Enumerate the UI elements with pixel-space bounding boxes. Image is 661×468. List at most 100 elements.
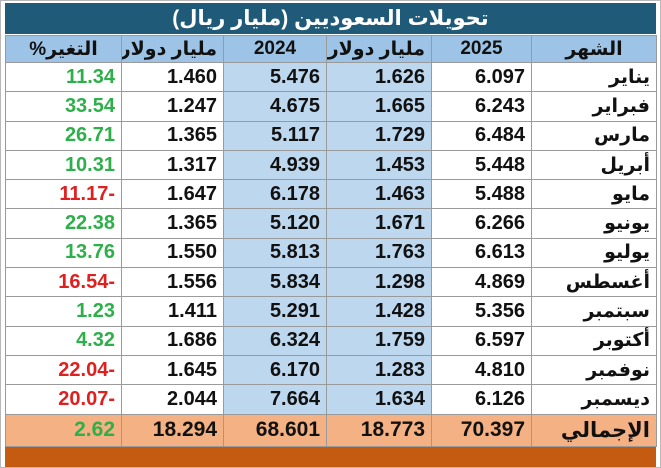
value-cell: 6.266 — [431, 208, 532, 239]
month-cell: فبراير — [531, 91, 657, 122]
value-cell: 1.365 — [121, 120, 224, 151]
value-cell: 5.813 — [223, 237, 327, 269]
column-header: 2025 — [431, 35, 532, 63]
change-cell: 1.23 — [5, 296, 122, 327]
data-row: سبتمبر 5.356 1.428 5.291 1.411 1.23 — [5, 296, 657, 327]
value-cell: 1.460 — [121, 61, 224, 93]
value-cell: 1.645 — [121, 354, 224, 386]
value-cell: 1.247 — [121, 91, 224, 122]
value-cell: 1.463 — [326, 179, 432, 210]
change-cell: 4.32 — [5, 325, 122, 356]
value-cell: 6.097 — [431, 61, 532, 93]
month-cell: يونيو — [531, 208, 657, 239]
table-body: يناير 6.097 1.626 5.476 1.460 11.34 فبراير 6.24… — [5, 61, 657, 447]
value-cell: 1.298 — [326, 267, 432, 298]
month-cell: مايو — [531, 179, 657, 210]
column-header: التغير% — [5, 35, 122, 63]
value-cell: 2.044 — [121, 384, 224, 415]
data-row: مايو 5.488 1.463 6.178 1.647 -11.17 — [5, 179, 657, 210]
month-cell: ديسمبر — [531, 384, 657, 415]
column-header: مليار دولار — [121, 35, 224, 63]
value-cell: 5.448 — [431, 149, 532, 181]
month-cell: نوفمبر — [531, 354, 657, 386]
value-cell: 5.120 — [223, 208, 327, 239]
value-cell: 1.317 — [121, 149, 224, 181]
value-cell: 70.397 — [431, 413, 532, 447]
value-cell: 5.488 — [431, 179, 532, 210]
month-cell: أكتوبر — [531, 325, 657, 356]
month-cell: يوليو — [531, 237, 657, 269]
value-cell: 1.556 — [121, 267, 224, 298]
value-cell: 1.365 — [121, 208, 224, 239]
data-row: نوفمبر 4.810 1.283 6.170 1.645 -22.04 — [5, 354, 657, 386]
value-cell: 4.869 — [431, 267, 532, 298]
value-cell: 1.411 — [121, 296, 224, 327]
value-cell: 4.810 — [431, 354, 532, 386]
data-row: فبراير 6.243 1.665 4.675 1.247 33.54 — [5, 91, 657, 122]
column-header: الشهر — [531, 35, 657, 63]
value-cell: 5.476 — [223, 61, 327, 93]
value-cell: 6.178 — [223, 179, 327, 210]
data-row: يوليو 6.613 1.763 5.813 1.550 13.76 — [5, 237, 657, 269]
value-cell: 7.664 — [223, 384, 327, 415]
value-cell: 6.126 — [431, 384, 532, 415]
change-cell: 10.31 — [5, 149, 122, 181]
value-cell: 5.291 — [223, 296, 327, 327]
month-cell: أغسطس — [531, 267, 657, 298]
data-row: أبريل 5.448 1.453 4.939 1.317 10.31 — [5, 149, 657, 181]
value-cell: 18.773 — [326, 413, 432, 447]
value-cell: 5.356 — [431, 296, 532, 327]
value-cell: 5.117 — [223, 120, 327, 151]
value-cell: 4.675 — [223, 91, 327, 122]
value-cell: 5.834 — [223, 267, 327, 298]
data-table: الشهر 2025 مليار دولار 2024 مليار دولار التغي… — [5, 35, 657, 447]
value-cell: 1.763 — [326, 237, 432, 269]
value-cell: 1.550 — [121, 237, 224, 269]
value-cell: 1.626 — [326, 61, 432, 93]
value-cell: 1.428 — [326, 296, 432, 327]
value-cell: 6.613 — [431, 237, 532, 269]
header-row: الشهر 2025 مليار دولار 2024 مليار دولار التغي… — [5, 35, 657, 63]
month-cell: سبتمبر — [531, 296, 657, 327]
value-cell: 1.647 — [121, 179, 224, 210]
month-cell: مارس — [531, 120, 657, 151]
data-row: يناير 6.097 1.626 5.476 1.460 11.34 — [5, 61, 657, 93]
value-cell: 1.686 — [121, 325, 224, 356]
change-cell: 33.54 — [5, 91, 122, 122]
value-cell: 4.939 — [223, 149, 327, 181]
value-cell: 6.597 — [431, 325, 532, 356]
month-cell: يناير — [531, 61, 657, 93]
change-cell: -11.17 — [5, 179, 122, 210]
value-cell: 68.601 — [223, 413, 327, 447]
data-row: مارس 6.484 1.729 5.117 1.365 26.71 — [5, 120, 657, 151]
month-cell: أبريل — [531, 149, 657, 181]
data-row: أغسطس 4.869 1.298 5.834 1.556 -16.54 — [5, 267, 657, 298]
footer-band — [5, 447, 656, 467]
change-cell: -20.07 — [5, 384, 122, 415]
change-cell: 13.76 — [5, 237, 122, 269]
value-cell: 6.243 — [431, 91, 532, 122]
change-cell: -22.04 — [5, 354, 122, 386]
month-cell: الإجمالي — [531, 413, 657, 447]
data-row: ديسمبر 6.126 1.634 7.664 2.044 -20.07 — [5, 384, 657, 415]
value-cell: 1.759 — [326, 325, 432, 356]
total-row: الإجمالي 70.397 18.773 68.601 18.294 2.62 — [5, 413, 657, 447]
data-row: يونيو 6.266 1.671 5.120 1.365 22.38 — [5, 208, 657, 239]
value-cell: 6.324 — [223, 325, 327, 356]
value-cell: 1.665 — [326, 91, 432, 122]
table-title: تحويلات السعوديين (مليار ريال) — [5, 3, 656, 34]
column-header: مليار دولار — [326, 35, 432, 63]
value-cell: 1.729 — [326, 120, 432, 151]
value-cell: 18.294 — [121, 413, 224, 447]
change-cell: 2.62 — [5, 413, 122, 447]
value-cell: 6.170 — [223, 354, 327, 386]
change-cell: 26.71 — [5, 120, 122, 151]
value-cell: 6.484 — [431, 120, 532, 151]
data-row: أكتوبر 6.597 1.759 6.324 1.686 4.32 — [5, 325, 657, 356]
change-cell: 11.34 — [5, 61, 122, 93]
change-cell: 22.38 — [5, 208, 122, 239]
column-header: 2024 — [223, 35, 327, 63]
value-cell: 1.453 — [326, 149, 432, 181]
value-cell: 1.634 — [326, 384, 432, 415]
